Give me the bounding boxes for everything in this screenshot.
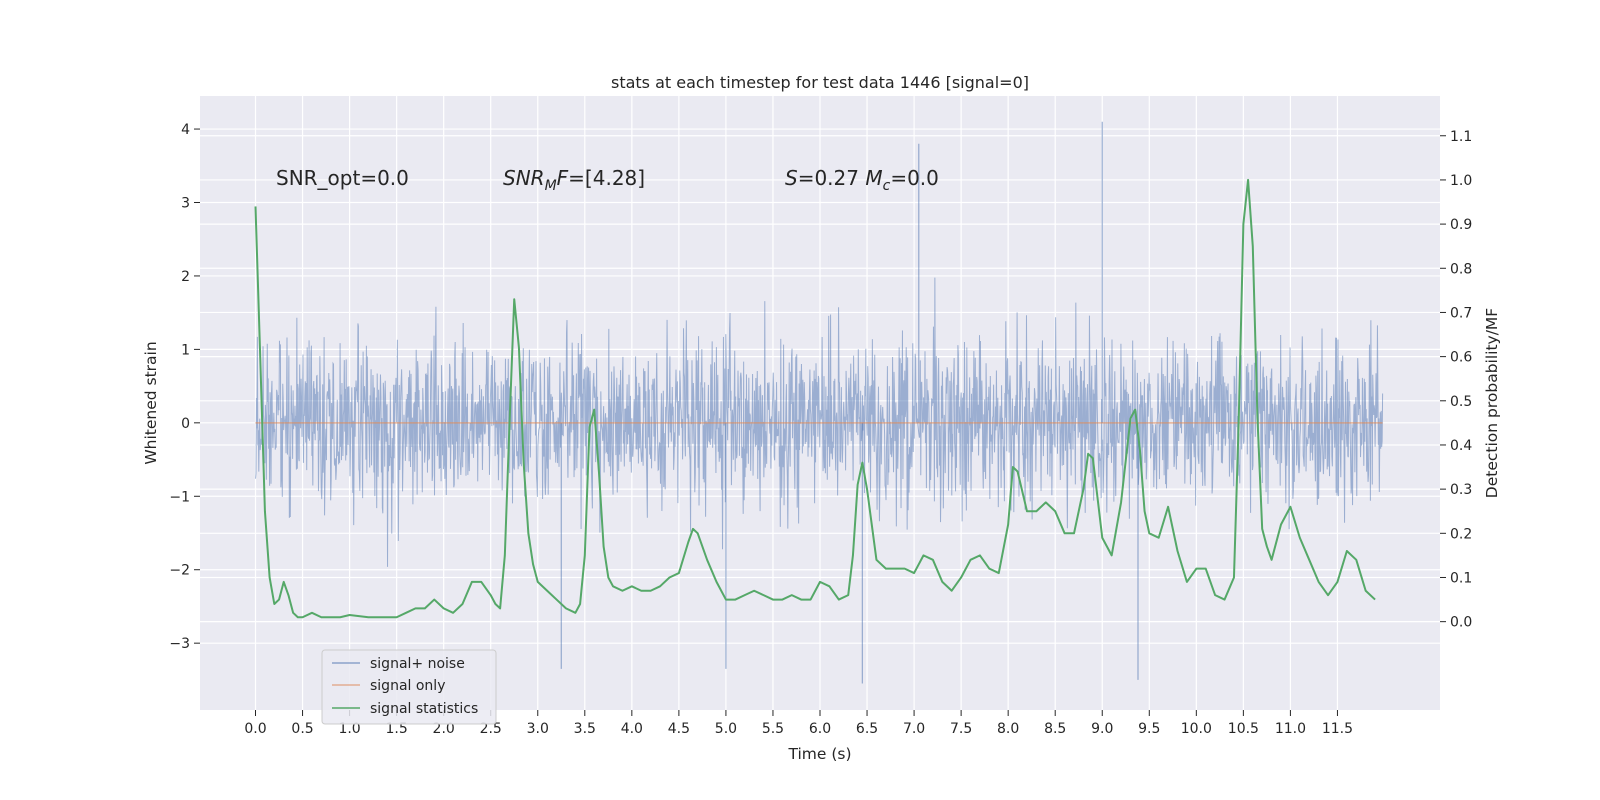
y-right-tick-label: 0.0: [1450, 615, 1472, 631]
y-right-tick-label: 1.1: [1450, 129, 1472, 145]
x-tick-label: 11.0: [1275, 721, 1306, 737]
x-tick-label: 3.0: [527, 721, 549, 737]
y-right-tick-label: 0.2: [1450, 526, 1472, 542]
y-axis-right-ticks: 0.0 0.1 0.2 0.3 0.4 0.5 0.6 0.7 0.8 0.9 1.0 1.1: [1440, 129, 1472, 631]
x-tick-label: 11.5: [1322, 721, 1353, 737]
y-left-tick-label: 0: [181, 416, 190, 432]
annotation-snr-mf: SNRMF=[4.28]: [503, 166, 645, 194]
x-tick-label: 9.5: [1138, 721, 1160, 737]
mc-subscript: c: [883, 178, 891, 194]
x-tick-label: 6.5: [856, 721, 878, 737]
y-left-tick-label: 2: [181, 269, 190, 285]
x-tick-label: 2.5: [480, 721, 502, 737]
y-axis-left-ticks: −3 −2 −1 0 1 2 3 4: [169, 122, 200, 652]
x-tick-label: 2.0: [433, 721, 455, 737]
signal-statistics-line: [254, 178, 1376, 619]
y-left-tick-label: 1: [181, 342, 190, 358]
annotation-s-mc: S=0.27 Mc=0.0: [785, 166, 939, 194]
y-left-tick-label: 3: [181, 195, 190, 211]
x-tick-label: 7.5: [950, 721, 972, 737]
x-tick-label: 4.5: [668, 721, 690, 737]
x-tick-label: 8.0: [997, 721, 1019, 737]
mc-symbol: M: [865, 166, 882, 190]
annotation-snr-opt: SNR_opt=0.0: [276, 166, 409, 190]
x-tick-label: 5.5: [762, 721, 784, 737]
x-tick-label: 7.0: [903, 721, 925, 737]
y-right-tick-label: 0.8: [1450, 261, 1472, 277]
y-left-tick-label: −3: [169, 636, 190, 652]
legend-label-signal-statistics: signal statistics: [370, 701, 478, 717]
snr-mf-symbol: SNR: [503, 166, 545, 190]
s-symbol: S: [785, 166, 798, 190]
y-right-tick-label: 0.9: [1450, 217, 1472, 233]
y-right-tick-label: 0.5: [1450, 394, 1472, 410]
y-left-tick-label: −2: [169, 563, 190, 579]
x-tick-label: 9.0: [1091, 721, 1113, 737]
y-left-tick-label: 4: [181, 122, 190, 138]
noise-trace: [255, 277, 1384, 567]
x-tick-label: 10.5: [1228, 721, 1259, 737]
x-tick-label: 0.0: [244, 721, 266, 737]
y-right-tick-label: 0.1: [1450, 570, 1472, 586]
x-tick-label: 5.0: [715, 721, 737, 737]
x-tick-label: 1.5: [385, 721, 407, 737]
x-tick-label: 1.0: [338, 721, 360, 737]
x-axis-ticks: 0.0 0.5 1.0 1.5 2.0 2.5 3.0 3.5 4.0 4.5 5.0 5.5 6.0 6…: [244, 710, 1353, 737]
snr-mf-value: =[4.28]: [568, 166, 645, 190]
y-right-tick-label: 0.7: [1450, 305, 1472, 321]
legend-box: [321, 649, 497, 725]
mc-value: =0.0: [890, 166, 939, 190]
y-right-tick-label: 0.3: [1450, 482, 1472, 498]
annotation-snr-opt-text: SNR_opt=0.0: [276, 166, 409, 190]
x-tick-label: 6.0: [809, 721, 831, 737]
y-right-tick-label: 0.4: [1450, 438, 1472, 454]
x-tick-label: 4.0: [621, 721, 643, 737]
legend: signal+ noise signal only signal statist…: [321, 649, 497, 725]
x-tick-label: 8.5: [1044, 721, 1066, 737]
y-right-tick-label: 1.0: [1450, 173, 1472, 189]
y-left-tick-label: −1: [169, 489, 190, 505]
x-tick-label: 3.5: [574, 721, 596, 737]
x-tick-label: 0.5: [291, 721, 313, 737]
y-axis-right-label: Detection probability/MF: [1483, 308, 1501, 499]
legend-label-signal-only: signal only: [370, 678, 445, 694]
snr-mf-symbol-f: F: [557, 166, 569, 190]
snr-mf-subscript: M: [545, 178, 557, 194]
series-signal-noise: [255, 121, 1384, 684]
x-tick-label: 10.0: [1181, 721, 1212, 737]
y-axis-left-label: Whitened strain: [142, 341, 160, 464]
y-right-tick-label: 0.6: [1450, 350, 1472, 366]
series-signal-statistics: [254, 178, 1376, 619]
s-value: =0.27: [798, 166, 866, 190]
legend-label-signal-noise: signal+ noise: [370, 656, 465, 672]
chart-title: stats at each timestep for test data 144…: [611, 73, 1029, 92]
x-axis-label: Time (s): [787, 745, 851, 763]
